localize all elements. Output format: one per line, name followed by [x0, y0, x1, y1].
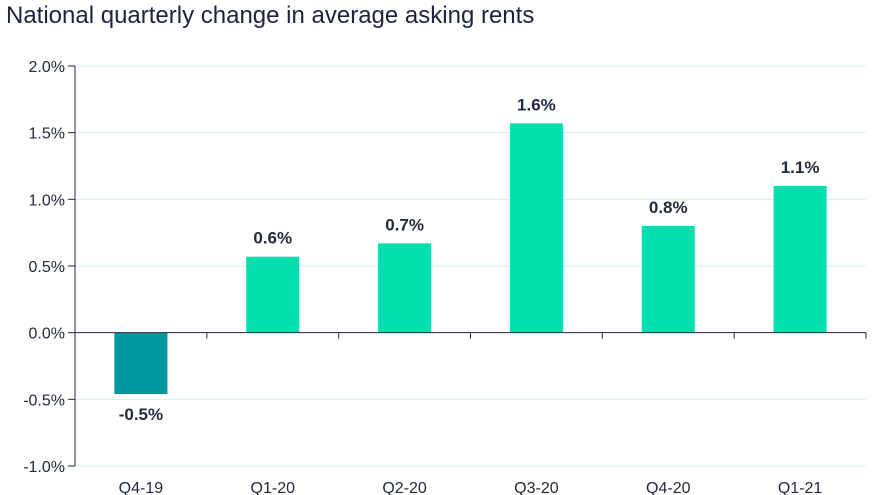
x-tick-label: Q4-20 [646, 480, 691, 495]
bar [641, 226, 695, 333]
axes [74, 66, 867, 466]
data-label: 0.6% [253, 229, 292, 248]
x-axis-ticks: Q4-19 Q1-20 Q2-20 Q3-20 Q4-20 Q1-21 [119, 480, 823, 495]
y-tick-label: 0.0% [29, 326, 65, 343]
x-tick-label: Q1-20 [251, 480, 296, 495]
data-label: 1.1% [781, 158, 820, 177]
chart-title: National quarterly change in average ask… [6, 2, 535, 29]
data-label: 0.7% [385, 215, 424, 234]
x-tick-label: Q3-20 [514, 480, 559, 495]
y-tick-label: 2.0% [29, 59, 65, 76]
x-tick-label: Q2-20 [382, 480, 427, 495]
x-tick-label: Q1-21 [778, 480, 823, 495]
y-axis-ticks: 2.0% 1.5% 1.0% 0.5% 0.0% -0.5% -1.0% [23, 59, 75, 476]
bar [773, 186, 827, 333]
y-tick-label: 1.0% [29, 192, 65, 209]
bar [509, 123, 563, 333]
y-tick-label: -0.5% [23, 392, 65, 409]
data-label: 1.6% [517, 95, 556, 114]
data-label: 0.8% [649, 198, 688, 217]
bar [378, 243, 432, 333]
y-tick-label: 1.5% [29, 126, 65, 143]
x-tick-label: Q4-19 [119, 480, 164, 495]
y-tick-label: 0.5% [29, 259, 65, 276]
bar [114, 332, 168, 394]
bars [114, 123, 827, 394]
data-label: -0.5% [119, 405, 163, 424]
data-labels: -0.5% 0.6% 0.7% 1.6% 0.8% 1.1% [119, 95, 820, 424]
y-tick-label: -1.0% [23, 459, 65, 476]
grid-lines [75, 65, 866, 467]
bar [246, 256, 300, 333]
